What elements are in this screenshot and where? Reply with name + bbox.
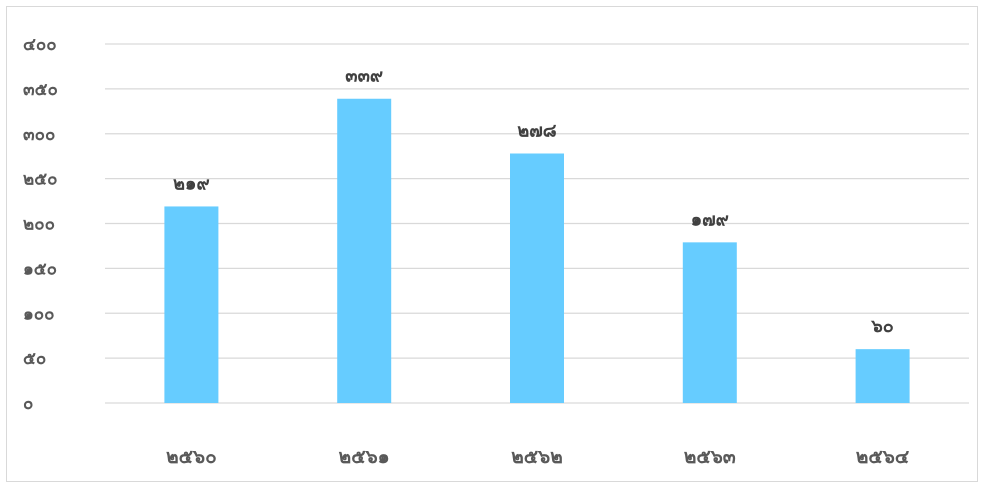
y-tick-label: ๓๕๐ xyxy=(23,80,58,100)
data-label: ๒๑๙ xyxy=(173,173,209,194)
chart-area: ๐๕๐ ๑๐๐ ๑๕๐ ๒๐๐ ๒๕๐ ๓๐๐ ๓๕๐ ๔๐๐ ๒๑๙ ๓๓๙ ๒๗๘ ๑๗๙ ๖๐ … xyxy=(6,6,978,482)
bar xyxy=(164,206,219,403)
y-tick-label: ๔๐๐ xyxy=(23,35,57,55)
y-tick-label: ๓๐๐ xyxy=(23,125,55,145)
x-category-label: ๒๕๖๓ xyxy=(684,446,736,468)
x-category-label: ๒๕๖๑ xyxy=(339,446,390,468)
y-axis-tick-labels: ๐ ๕๐ ๑๐๐ ๑๕๐ ๒๐๐ ๒๕๐ ๓๐๐ ๓๕๐ ๔๐๐ xyxy=(23,35,58,414)
x-category-label: ๒๕๖๒ xyxy=(511,446,563,468)
data-label: ๓๓๙ xyxy=(345,66,383,87)
data-label: ๑๗๙ xyxy=(691,209,729,230)
bars xyxy=(164,98,910,403)
bar xyxy=(510,153,564,403)
y-tick-label: ๒๐๐ xyxy=(23,215,55,235)
y-tick-label: ๐ xyxy=(23,394,33,414)
bar xyxy=(855,349,910,403)
y-tick-label: ๒๕๐ xyxy=(23,170,57,190)
x-category-label: ๒๕๖๐ xyxy=(166,446,217,468)
x-axis-category-labels: ๒๕๖๐ ๒๕๖๑ ๒๕๖๒ ๒๕๖๓ ๒๕๖๔ xyxy=(166,446,909,468)
y-tick-label: ๑๕๐ xyxy=(23,259,57,279)
data-label: ๒๗๘ xyxy=(517,120,556,141)
y-tick-label: ๑๐๐ xyxy=(23,304,55,324)
bar xyxy=(682,242,737,403)
x-category-label: ๒๕๖๔ xyxy=(856,446,909,468)
y-tick-label: ๕๐ xyxy=(23,349,46,369)
data-label: ๖๐ xyxy=(870,316,893,337)
bar xyxy=(337,98,392,403)
